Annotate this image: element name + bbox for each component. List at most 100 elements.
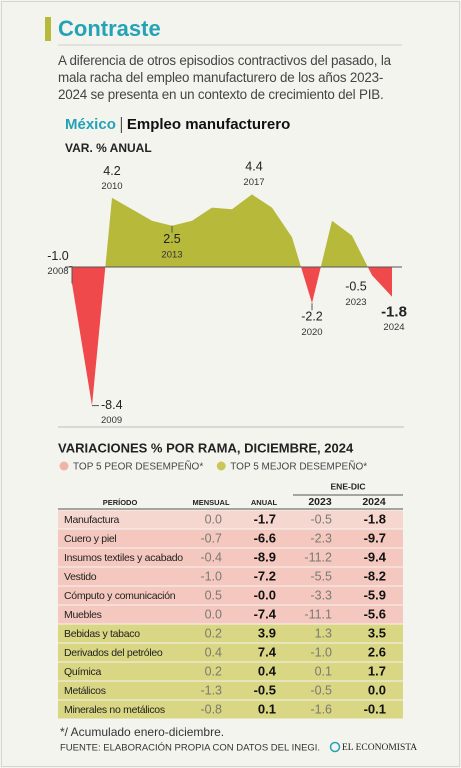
column-header: ANUAL: [251, 498, 278, 507]
cell: -1.3: [200, 683, 222, 697]
logo-icon: [329, 741, 341, 753]
title-bar: [45, 17, 51, 41]
cell: 0.5: [205, 588, 222, 602]
cell: -11.2: [304, 550, 332, 564]
header-title: Contraste: [58, 16, 161, 41]
cell: 0.1: [258, 701, 276, 716]
column-header: 2024: [362, 496, 386, 508]
cell: -0.4: [200, 550, 222, 564]
row-label: Metálicos: [64, 685, 106, 697]
cell: 0.0: [205, 512, 222, 526]
cell: -2.3: [310, 531, 332, 545]
row-label: Insumos textiles y acabado: [64, 552, 183, 564]
row-label: Cuero y piel: [64, 533, 116, 545]
cell: -1.0: [310, 645, 332, 659]
row-background: [58, 643, 403, 662]
x-tick-label: 2023: [345, 297, 366, 308]
cell: 0.2: [205, 626, 222, 640]
cell: -8.9: [254, 549, 276, 564]
row-background: [58, 662, 403, 681]
y-axis-label: VAR. % ANUAL: [65, 141, 152, 155]
row-label: Muebles: [64, 609, 102, 621]
row-background: [58, 510, 403, 529]
cell: -6.6: [254, 530, 276, 545]
chart-subtitle: México Empleo manufacturero: [65, 116, 290, 133]
cell: -5.9: [364, 587, 386, 602]
cell: -1.6: [310, 702, 332, 716]
row-background: [58, 624, 403, 643]
value-label: -1.0: [47, 249, 69, 263]
cell: -0.7: [200, 531, 222, 545]
row-label: Manufactura: [64, 514, 120, 526]
cell: 3.9: [258, 625, 276, 640]
leader: [69, 266, 73, 284]
x-tick-label: 2009: [101, 415, 122, 426]
legend-label: TOP 5 MEJOR DESEMPEÑO*: [230, 460, 367, 473]
country: México: [65, 116, 116, 133]
x-tick-label: 2010: [101, 181, 122, 192]
row-background: [58, 529, 403, 548]
cell: 3.5: [368, 625, 386, 640]
cell: 1.3: [315, 626, 332, 640]
row-background: [58, 681, 403, 700]
cell: -7.4: [254, 606, 277, 621]
footnote: */ Acumulado enero-diciembre.: [60, 725, 224, 739]
cell: -5.6: [364, 606, 386, 621]
area-negative: [72, 267, 392, 406]
cell: -0.5: [310, 512, 332, 526]
row-background: [58, 586, 403, 605]
cell: -5.5: [310, 569, 332, 583]
x-tick-label: 2020: [301, 327, 322, 338]
row-label: Cómputo y comunicación: [64, 590, 176, 602]
table-title: VARIACIONES % POR RAMA, DICIEMBRE, 2024: [58, 440, 354, 455]
row-label: Química: [64, 666, 101, 678]
value-label: -2.2: [301, 310, 323, 324]
intro-text: A diferencia de otros episodios contract…: [58, 53, 391, 102]
cell: 0.0: [205, 607, 222, 621]
row-background: [58, 605, 403, 624]
x-tick-label: 2024: [383, 322, 404, 333]
cell: 0.4: [205, 645, 222, 659]
cell: -1.8: [364, 511, 386, 526]
column-header: 2023: [308, 496, 332, 508]
cell: -0.0: [254, 587, 276, 602]
row-background: [58, 548, 403, 567]
cell: 1.7: [368, 663, 386, 678]
cell: 0.2: [205, 664, 222, 678]
value-label: 2.5: [163, 232, 180, 246]
cell: -0.1: [364, 701, 386, 716]
cell: -0.5: [310, 683, 332, 697]
cell: -9.7: [364, 530, 386, 545]
x-tick-label: 2008: [47, 266, 68, 277]
legend-swatch: [216, 461, 226, 471]
value-label: -1.8: [381, 304, 407, 321]
cell: -3.3: [310, 588, 332, 602]
legend-label: TOP 5 PEOR DESEMPEÑO*: [73, 460, 203, 473]
source: FUENTE: ELABORACIÓN PROPIA CON DATOS DEL…: [60, 743, 320, 754]
value-label: 4.4: [245, 160, 262, 174]
cell: -9.4: [364, 549, 387, 564]
row-label: Minerales no metálicos: [64, 704, 165, 716]
row-background: [58, 567, 403, 586]
x-tick-label: 2013: [161, 249, 182, 260]
row-label: Derivados del petróleo: [64, 647, 163, 659]
chart-title: Empleo manufacturero: [127, 116, 290, 133]
legend-swatch: [59, 461, 69, 471]
cell: -0.5: [254, 682, 276, 697]
row-background: [58, 700, 403, 719]
column-header: PERÍODO: [103, 498, 138, 507]
row-label: Bebidas y tabaco: [64, 628, 140, 640]
logo: EL ECONOMISTA: [342, 743, 417, 753]
row-label: Vestido: [64, 571, 97, 583]
cell: 7.4: [258, 644, 277, 659]
cell: -7.2: [254, 568, 276, 583]
cell: -11.1: [304, 607, 332, 621]
value-label: -8.4: [101, 398, 123, 412]
cell: -0.8: [200, 702, 222, 716]
cell: 0.0: [368, 682, 386, 697]
value-label: -0.5: [345, 280, 367, 294]
area-positive: [72, 194, 392, 267]
